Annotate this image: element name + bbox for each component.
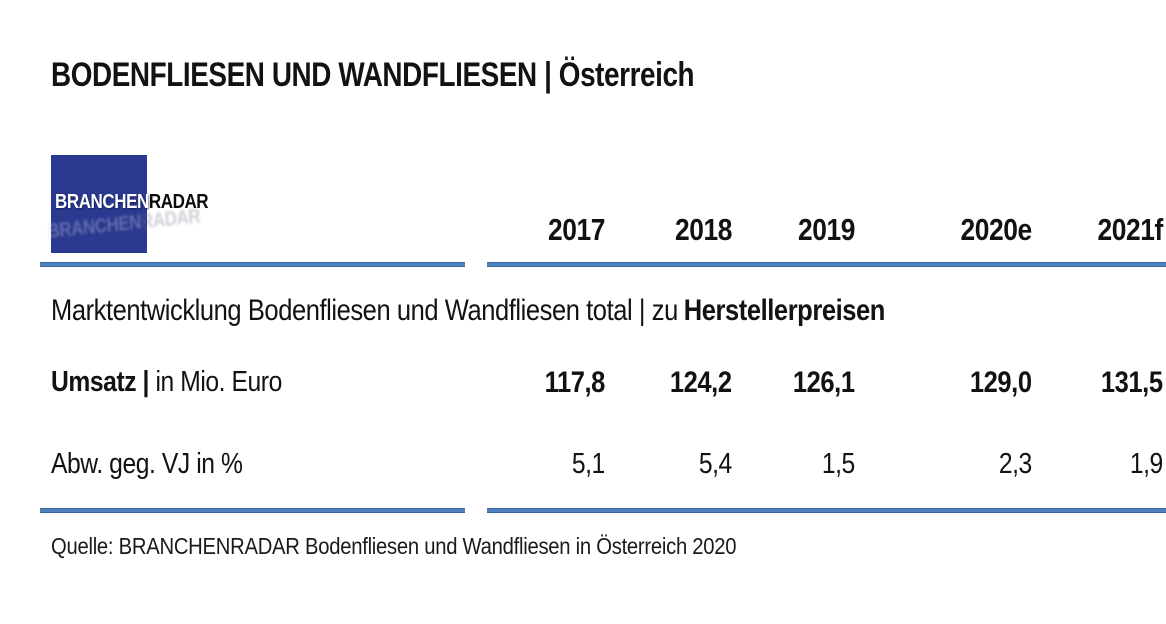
value-umsatz-2021f: 131,5 (1101, 366, 1163, 399)
section-heading-regular: Marktentwicklung Bodenfliesen und Wandfl… (51, 294, 678, 327)
value-umsatz-2020e: 129,0 (970, 366, 1032, 399)
value-abw-2020e: 2,3 (998, 448, 1032, 480)
column-header-2018: 2018 (675, 212, 732, 247)
column-header-2019: 2019 (798, 212, 855, 247)
divider-top-left (40, 262, 465, 267)
row-label-umsatz-unit: in Mio. Euro (155, 366, 282, 398)
column-header-2020e: 2020e (960, 212, 1033, 247)
column-header-2021f: 2021f (1097, 212, 1164, 247)
row-label-abweichung-text: Abw. geg. VJ in % (51, 448, 243, 480)
logo-text-branchen: BRANCHEN (55, 191, 149, 213)
column-header-2017: 2017 (548, 212, 605, 247)
value-abw-2017: 5,1 (571, 448, 605, 480)
row-label-umsatz-bold: Umsatz | (51, 366, 150, 398)
logo-wordmark: BRANCHENRADAR (55, 191, 209, 214)
row-label-umsatz: Umsatz | in Mio. Euro (51, 366, 282, 399)
logo-square (51, 155, 147, 253)
logo-text-radar: RADAR (148, 191, 209, 213)
section-heading: Marktentwicklung Bodenfliesen und Wandfl… (51, 294, 885, 328)
value-umsatz-2018: 124,2 (670, 366, 732, 399)
divider-bottom-right (487, 508, 1166, 513)
row-label-abweichung: Abw. geg. VJ in % (51, 448, 243, 481)
page-title: BODENFLIESEN UND WANDFLIESEN | Österreic… (51, 56, 695, 94)
source-note: Quelle: BRANCHENRADAR Bodenfliesen und W… (51, 533, 737, 559)
divider-bottom-left (40, 508, 465, 513)
divider-top-right (487, 262, 1166, 267)
branchenradar-logo: BRANCHENRADAR BRANCHENRADAR (47, 155, 351, 275)
table-row-umsatz: Umsatz | in Mio. Euro 117,8 124,2 126,1 … (0, 366, 1166, 402)
section-heading-bold: Herstellerpreisen (683, 294, 886, 327)
value-abw-2019: 1,5 (821, 448, 855, 480)
value-abw-2018: 5,4 (698, 448, 732, 480)
table-row-abweichung: Abw. geg. VJ in % 5,1 5,4 1,5 2,3 1,9 (0, 448, 1166, 484)
value-umsatz-2019: 126,1 (793, 366, 855, 399)
value-abw-2021f: 1,9 (1129, 448, 1163, 480)
value-umsatz-2017: 117,8 (544, 366, 606, 399)
table-header-row: 2017 2018 2019 2020e 2021f (0, 212, 1166, 248)
